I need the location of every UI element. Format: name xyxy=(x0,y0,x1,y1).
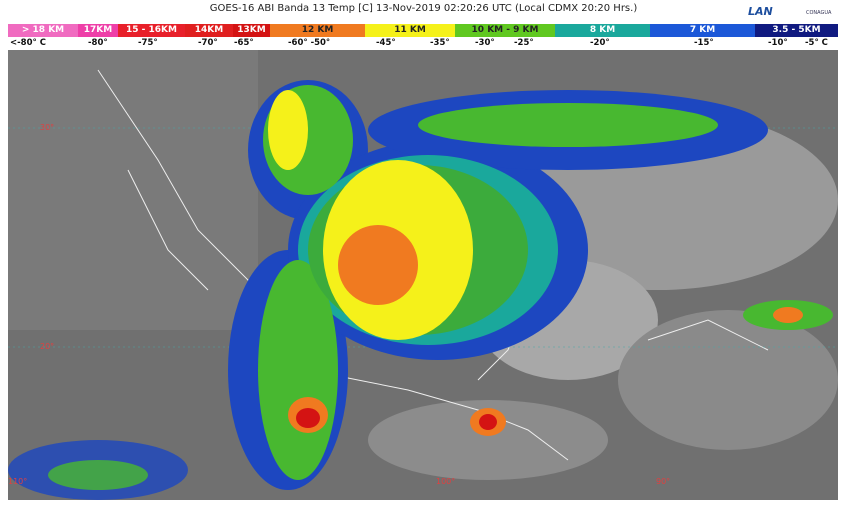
legend-band: 8 KM xyxy=(555,24,650,37)
temperature-label: -15° xyxy=(694,38,714,48)
conagua-logo: CONAGUA xyxy=(806,10,832,16)
legend-band: 10 KM - 9 KM xyxy=(455,24,555,37)
temperature-label: -75° xyxy=(138,38,158,48)
legend-band: 14KM xyxy=(185,24,233,37)
lon-label: 90° xyxy=(656,477,670,486)
height-legend: > 18 KM 17KM 15 - 16KM 14KM 13KM 12 KM 11 KM 10… xyxy=(8,24,838,37)
temperature-label: -30° xyxy=(475,38,495,48)
legend-band: 13KM xyxy=(233,24,270,37)
temperature-label: -60° -50° xyxy=(288,38,331,48)
satellite-map: 30° 20° 110° 100° 90° xyxy=(8,50,838,500)
temperature-label: -25° xyxy=(514,38,534,48)
lat-label: 20° xyxy=(40,342,54,351)
legend-band: 15 - 16KM xyxy=(118,24,185,37)
lan-logo: LAN xyxy=(748,5,773,18)
temperature-label: -45° xyxy=(376,38,396,48)
temperature-label: -10° xyxy=(768,38,788,48)
legend-band: 3.5 - 5KM xyxy=(755,24,838,37)
legend-band: 12 KM xyxy=(270,24,365,37)
legend-band: 7 KM xyxy=(650,24,755,37)
temperature-label: -70° xyxy=(198,38,218,48)
legend-band: > 18 KM xyxy=(8,24,78,37)
legend-band: 17KM xyxy=(78,24,118,37)
image-title: GOES-16 ABI Banda 13 Temp [C] 13-Nov-201… xyxy=(209,3,638,14)
lat-label: 30° xyxy=(40,123,54,132)
temperature-label: -20° xyxy=(590,38,610,48)
temperature-label: -35° xyxy=(430,38,450,48)
temperature-legend: <-80° C -80° -75° -70° -65° -60° -50° -45° -35°… xyxy=(8,37,838,49)
temperature-label: -80° xyxy=(88,38,108,48)
temperature-label: -65° xyxy=(234,38,254,48)
legend-band: 11 KM xyxy=(365,24,455,37)
lon-label: 110° xyxy=(8,477,27,486)
temperature-label: -5° C xyxy=(805,38,828,48)
temperature-label: <-80° C xyxy=(10,38,46,48)
lon-label: 100° xyxy=(436,477,455,486)
